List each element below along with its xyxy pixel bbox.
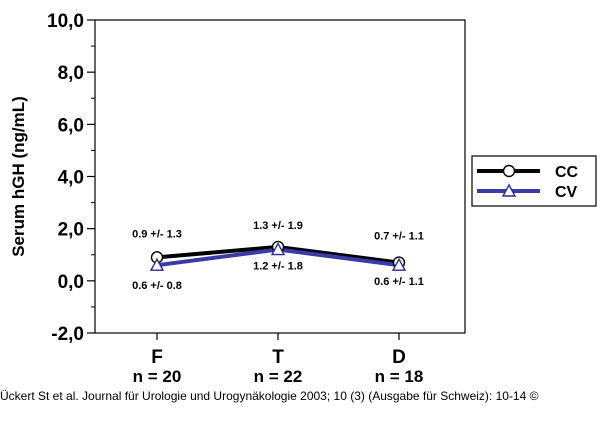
data-label-cc: 0.9 +/- 1.3 (132, 228, 182, 240)
data-label-cv: 1.2 +/- 1.8 (253, 261, 303, 273)
data-label-cc: 1.3 +/- 1.9 (253, 220, 303, 232)
y-tick-label: 8,0 (58, 63, 84, 84)
x-category-label: D (392, 347, 406, 368)
x-category-n-label: n = 18 (375, 367, 424, 386)
data-point-cv (149, 257, 165, 271)
legend-marker-cv (501, 183, 517, 197)
y-tick-label: 6,0 (58, 115, 84, 136)
legend-label-cv: CV (555, 184, 578, 201)
data-label-cc: 0.7 +/- 1.1 (374, 231, 424, 243)
y-tick-label: 0,0 (58, 272, 84, 293)
y-tick-label: 2,0 (58, 220, 84, 241)
y-tick-label: 10,0 (47, 11, 84, 32)
legend-label-cc: CC (555, 164, 579, 181)
data-label-cv: 0.6 +/- 1.1 (374, 276, 424, 288)
x-category-n-label: n = 22 (254, 367, 303, 386)
legend-marker-cc (502, 164, 516, 178)
legend-box (471, 155, 597, 207)
x-category-n-label: n = 20 (133, 367, 182, 386)
x-category-label: T (272, 347, 284, 368)
y-tick-label: 4,0 (58, 168, 84, 189)
data-point-cv (270, 242, 286, 256)
annotations: 0.9 +/- 1.3 1.3 +/- 1.9 0.7 +/- 1.1 0.6 +/-… (132, 220, 424, 292)
axes: -2,0 0,0 2,0 4,0 6,0 8,0 10,0 Fn = 20 Tn = 22 Dn … (9, 11, 466, 386)
y-axis-label: Serum hGH (ng/mL) (9, 96, 28, 257)
data-point-cv (391, 257, 407, 271)
x-category-label: F (151, 347, 163, 368)
caption: Ückert St et al. Journal für Urologie un… (0, 389, 539, 403)
legend: CC CV (471, 155, 597, 207)
data-label-cv: 0.6 +/- 0.8 (132, 280, 182, 292)
markers (149, 240, 407, 271)
y-tick-label: -2,0 (51, 324, 84, 345)
